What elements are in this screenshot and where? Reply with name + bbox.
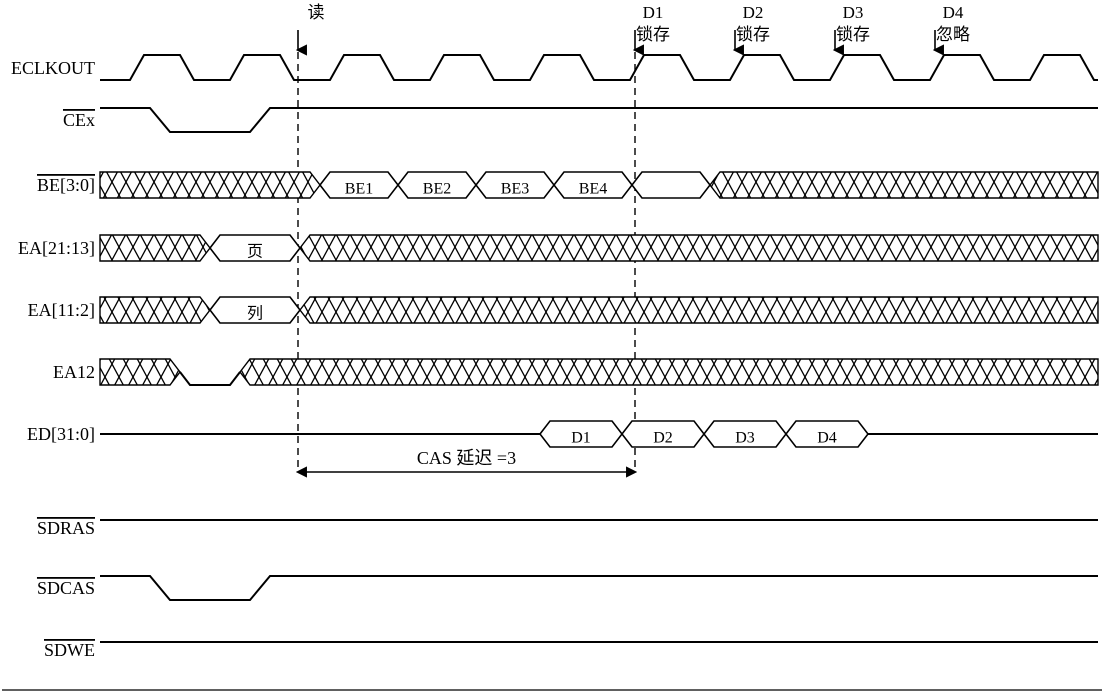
signal-ED310: D1 D2 D3 D4	[100, 421, 1098, 447]
cell-label: BE3	[501, 181, 529, 198]
signal-label-SDCAS: SDCAS	[37, 578, 95, 598]
signal-label-SDRAS: SDRAS	[37, 518, 95, 538]
cas-delay-label: CAS 延迟 =3	[417, 448, 516, 468]
cell-label: 列	[247, 305, 263, 323]
signal-label-EA12: EA12	[53, 362, 95, 382]
top-annot-1-b: 锁存	[636, 25, 670, 44]
top-annot-3-b: 锁存	[836, 25, 870, 44]
signal-EA112: 列	[100, 297, 1098, 323]
top-annot-1-a: D1	[643, 3, 664, 22]
top-annot-3-a: D3	[843, 3, 864, 22]
signal-label-EA112: EA[11:2]	[28, 300, 95, 320]
cell-label: BE2	[423, 181, 451, 198]
cell-label: D4	[817, 430, 837, 447]
cell-label: 页	[247, 244, 263, 261]
signal-EA12	[100, 359, 1098, 385]
signal-CEx	[100, 108, 1098, 132]
top-annot-4-a: D4	[943, 3, 964, 22]
clock-wave	[100, 55, 1098, 80]
timing-diagram: ECLKOUT CEx BE[3:0] EA[21:13] EA[11:2] EA12 ED…	[0, 0, 1104, 692]
cell-label: BE4	[579, 181, 607, 198]
signal-label-BE30: BE[3:0]	[37, 175, 95, 195]
top-annot-0-a: 读	[308, 3, 325, 22]
top-annot-2-a: D2	[743, 3, 764, 22]
top-annot-4-b: 忽略	[936, 25, 970, 44]
cell-label: D2	[653, 430, 673, 447]
signal-EA2113: 页	[100, 235, 1098, 261]
signal-BE30: BE1 BE2 BE3 BE4	[100, 172, 1098, 198]
signal-label-CEx: CEx	[63, 110, 95, 130]
signal-label-EA2113: EA[21:13]	[18, 238, 95, 258]
signal-label-SDWE: SDWE	[44, 640, 95, 660]
signal-SDCAS	[100, 576, 1098, 600]
signal-label-ECLKOUT: ECLKOUT	[11, 58, 95, 78]
cell-label: BE1	[345, 181, 373, 198]
top-annot-2-b: 锁存	[736, 25, 770, 44]
signal-label-ED310: ED[31:0]	[27, 424, 95, 444]
cell-label: D3	[735, 430, 755, 447]
cell-label: D1	[571, 430, 591, 447]
